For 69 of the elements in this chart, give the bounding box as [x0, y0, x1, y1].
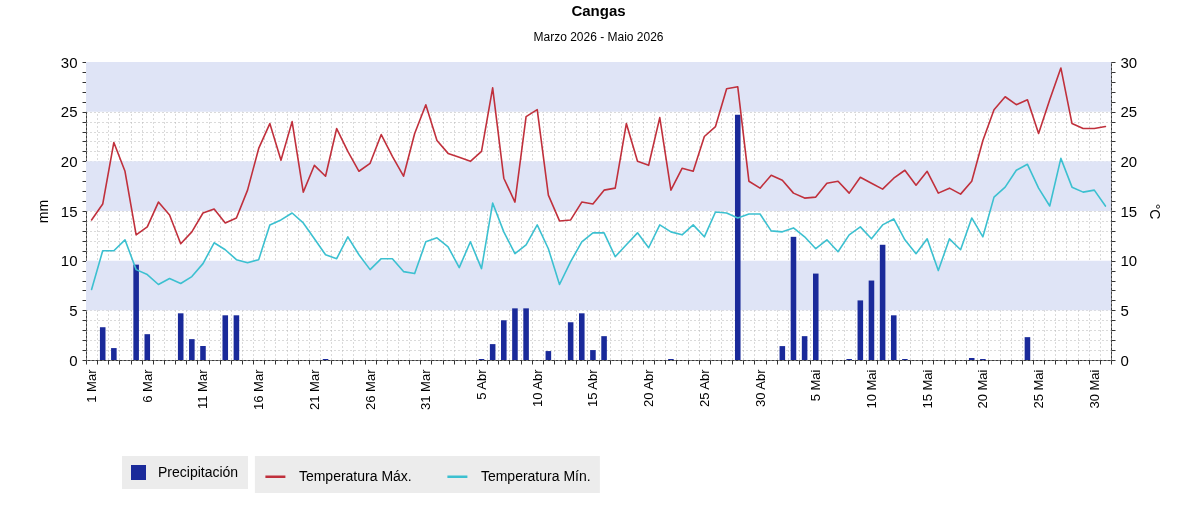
y-tick-label: 20: [60, 152, 78, 170]
y2-tick-label: 30: [1120, 53, 1138, 71]
y2-axis-title: °C: [1147, 203, 1164, 220]
chart-title: Cangas: [571, 2, 626, 19]
x-tick-label: 5 Mai: [808, 369, 824, 402]
legend-label: Temperatura Mín.: [480, 467, 591, 484]
x-tick-label: 31 Mar: [418, 368, 434, 410]
x-tick-label: 21 Mar: [306, 368, 322, 410]
bar: [801, 336, 808, 360]
x-tick-label: 20 Abr: [641, 368, 657, 408]
line-series: [90, 67, 1107, 245]
legend-label: Precipitación: [158, 463, 239, 480]
legend-label: Temperatura Máx.: [298, 467, 412, 484]
bar: [177, 313, 184, 360]
y-tick-label: 10: [60, 252, 78, 270]
y-tick-label: 25: [60, 103, 78, 121]
x-tick-label: 15 Mai: [919, 369, 935, 409]
bar: [99, 327, 106, 360]
y2-tick-label: 0: [1120, 351, 1129, 369]
bar: [512, 308, 518, 360]
chart-subtitle: Marzo 2026 - Maio 2026: [533, 30, 664, 44]
bar: [501, 320, 507, 360]
y2-tick-label: 5: [1120, 301, 1129, 319]
bar: [233, 315, 240, 360]
bar: [523, 308, 529, 360]
bar: [601, 336, 607, 360]
y2-tick-label: 25: [1120, 103, 1138, 121]
x-tick-label: 10 Mai: [863, 369, 879, 409]
bar: [222, 315, 229, 360]
x-tick-label: 25 Abr: [696, 368, 712, 408]
y-tick-label: 5: [69, 301, 78, 319]
y-tick-label: 15: [60, 202, 78, 220]
x-tick-label: 30 Mai: [1086, 369, 1102, 409]
x-tick-label: 16 Mar: [251, 368, 267, 410]
x-tick-label: 20 Mai: [975, 369, 991, 409]
x-tick-label: 30 Abr: [752, 368, 768, 408]
y-axis-title: mm: [34, 199, 51, 224]
y2-tick-label: 20: [1120, 152, 1138, 170]
bar: [545, 351, 552, 360]
bar: [1024, 337, 1031, 360]
bar: [790, 236, 797, 360]
y2-tick-label: 15: [1120, 202, 1138, 220]
bar: [779, 346, 786, 360]
bar: [879, 244, 886, 360]
y2-tick-label: 10: [1120, 252, 1138, 270]
bar: [200, 346, 206, 360]
x-tick-label: 15 Abr: [585, 368, 601, 408]
bar: [189, 339, 195, 360]
y-tick-label: 0: [69, 351, 78, 369]
x-tick-label: 26 Mar: [362, 368, 378, 410]
bar: [579, 313, 585, 360]
x-tick-label: 5 Abr: [474, 368, 490, 400]
x-tick-label: 1 Mar: [84, 368, 100, 403]
line-series: [90, 157, 1107, 291]
bar: [489, 344, 496, 360]
x-tick-label: 25 Mai: [1031, 369, 1047, 409]
x-tick-label: 6 Mar: [139, 368, 155, 403]
bar: [111, 348, 117, 360]
bar: [857, 300, 864, 360]
x-tick-label: 11 Mar: [195, 368, 211, 409]
bar: [590, 350, 596, 360]
bar: [734, 114, 741, 360]
bar: [890, 315, 897, 360]
x-tick-label: 10 Abr: [529, 368, 545, 408]
bar: [133, 264, 139, 360]
y-tick-label: 30: [60, 53, 78, 71]
bar: [812, 273, 819, 360]
bar: [144, 334, 151, 360]
bar: [567, 322, 574, 360]
